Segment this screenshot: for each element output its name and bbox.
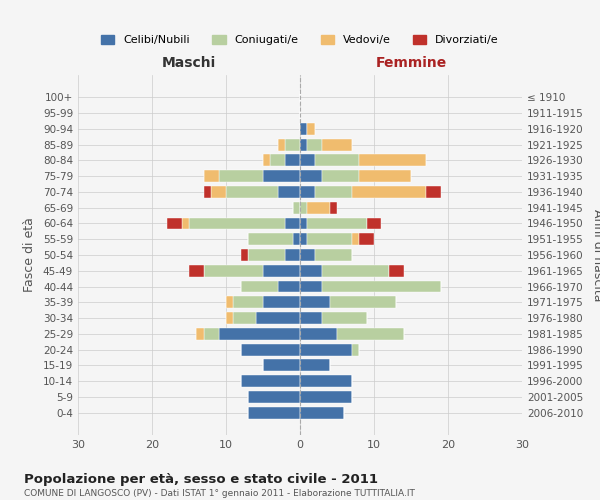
Bar: [359, 154, 426, 166]
Bar: [300, 265, 322, 276]
Bar: [300, 312, 322, 324]
Bar: [263, 154, 271, 166]
Legend: Celibi/Nubili, Coniugati/e, Vedovi/e, Divorziati/e: Celibi/Nubili, Coniugati/e, Vedovi/e, Di…: [97, 30, 503, 50]
Bar: [241, 280, 278, 292]
Bar: [241, 344, 300, 355]
Bar: [182, 218, 189, 230]
Bar: [315, 249, 352, 261]
Bar: [322, 280, 440, 292]
Bar: [307, 123, 315, 134]
Bar: [300, 249, 315, 261]
Bar: [271, 154, 285, 166]
Bar: [352, 234, 359, 245]
Bar: [233, 296, 263, 308]
Bar: [322, 265, 389, 276]
Bar: [248, 407, 300, 418]
Bar: [359, 234, 374, 245]
Bar: [248, 391, 300, 403]
Bar: [204, 328, 218, 340]
Bar: [285, 218, 300, 230]
Bar: [300, 360, 329, 372]
Bar: [204, 186, 211, 198]
Bar: [293, 234, 300, 245]
Bar: [367, 218, 382, 230]
Bar: [389, 265, 404, 276]
Bar: [300, 218, 307, 230]
Bar: [300, 407, 344, 418]
Bar: [278, 186, 300, 198]
Bar: [359, 170, 411, 182]
Bar: [300, 391, 352, 403]
Text: Popolazione per età, sesso e stato civile - 2011: Popolazione per età, sesso e stato civil…: [24, 472, 378, 486]
Bar: [263, 170, 300, 182]
Bar: [300, 234, 307, 245]
Bar: [307, 218, 367, 230]
Bar: [300, 138, 307, 150]
Bar: [263, 296, 300, 308]
Bar: [285, 154, 300, 166]
Text: Maschi: Maschi: [162, 56, 216, 70]
Bar: [256, 312, 300, 324]
Bar: [167, 218, 182, 230]
Bar: [329, 202, 337, 213]
Bar: [196, 328, 204, 340]
Bar: [233, 312, 256, 324]
Bar: [300, 170, 322, 182]
Bar: [278, 280, 300, 292]
Bar: [300, 296, 329, 308]
Bar: [204, 265, 263, 276]
Bar: [300, 123, 307, 134]
Bar: [226, 296, 233, 308]
Bar: [322, 312, 367, 324]
Bar: [248, 234, 293, 245]
Bar: [307, 138, 322, 150]
Bar: [307, 234, 352, 245]
Text: COMUNE DI LANGOSCO (PV) - Dati ISTAT 1° gennaio 2011 - Elaborazione TUTTITALIA.I: COMUNE DI LANGOSCO (PV) - Dati ISTAT 1° …: [24, 489, 415, 498]
Bar: [263, 265, 300, 276]
Bar: [218, 328, 300, 340]
Bar: [352, 344, 359, 355]
Bar: [300, 154, 315, 166]
Bar: [189, 218, 285, 230]
Bar: [248, 249, 285, 261]
Bar: [300, 186, 315, 198]
Bar: [211, 186, 226, 198]
Bar: [300, 344, 352, 355]
Bar: [322, 170, 359, 182]
Y-axis label: Anni di nascita: Anni di nascita: [590, 209, 600, 301]
Bar: [329, 296, 396, 308]
Bar: [300, 280, 322, 292]
Bar: [300, 376, 352, 387]
Bar: [204, 170, 218, 182]
Bar: [300, 202, 307, 213]
Bar: [426, 186, 440, 198]
Bar: [315, 154, 359, 166]
Bar: [307, 202, 329, 213]
Bar: [285, 138, 300, 150]
Bar: [293, 202, 300, 213]
Bar: [352, 186, 426, 198]
Bar: [278, 138, 285, 150]
Bar: [285, 249, 300, 261]
Bar: [226, 186, 278, 198]
Bar: [218, 170, 263, 182]
Bar: [315, 186, 352, 198]
Bar: [226, 312, 233, 324]
Bar: [189, 265, 204, 276]
Bar: [322, 138, 352, 150]
Text: Femmine: Femmine: [376, 56, 446, 70]
Bar: [300, 328, 337, 340]
Bar: [337, 328, 404, 340]
Y-axis label: Fasce di età: Fasce di età: [23, 218, 36, 292]
Bar: [241, 249, 248, 261]
Bar: [241, 376, 300, 387]
Bar: [263, 360, 300, 372]
